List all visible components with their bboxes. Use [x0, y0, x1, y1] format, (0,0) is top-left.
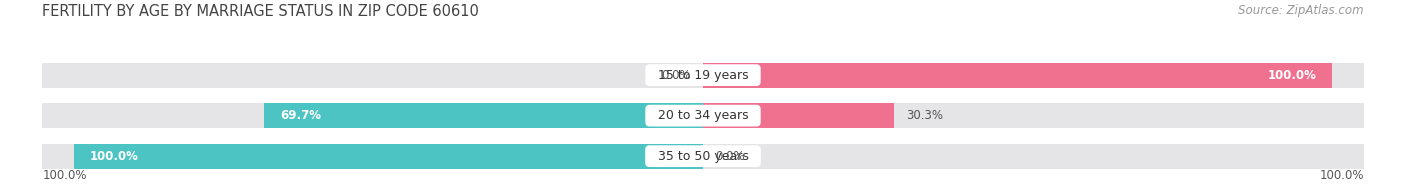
Bar: [703, 144, 1364, 169]
Text: FERTILITY BY AGE BY MARRIAGE STATUS IN ZIP CODE 60610: FERTILITY BY AGE BY MARRIAGE STATUS IN Z…: [42, 4, 479, 19]
Text: 0.0%: 0.0%: [716, 150, 745, 163]
Text: 30.3%: 30.3%: [907, 109, 943, 122]
Bar: [703, 103, 894, 128]
Text: 35 to 50 years: 35 to 50 years: [650, 150, 756, 163]
Text: 0.0%: 0.0%: [661, 69, 690, 82]
Bar: [42, 63, 703, 88]
Bar: [703, 63, 1364, 88]
Bar: [703, 63, 1333, 88]
Bar: [703, 103, 1364, 128]
Text: 100.0%: 100.0%: [42, 169, 87, 182]
Text: 69.7%: 69.7%: [280, 109, 321, 122]
Text: 100.0%: 100.0%: [1319, 169, 1364, 182]
Text: 15 to 19 years: 15 to 19 years: [650, 69, 756, 82]
Bar: [42, 144, 703, 169]
Bar: [42, 103, 703, 128]
Text: 100.0%: 100.0%: [1268, 69, 1316, 82]
Text: 20 to 34 years: 20 to 34 years: [650, 109, 756, 122]
Bar: [264, 103, 703, 128]
Text: Source: ZipAtlas.com: Source: ZipAtlas.com: [1239, 4, 1364, 17]
Bar: [73, 144, 703, 169]
Text: 100.0%: 100.0%: [90, 150, 138, 163]
